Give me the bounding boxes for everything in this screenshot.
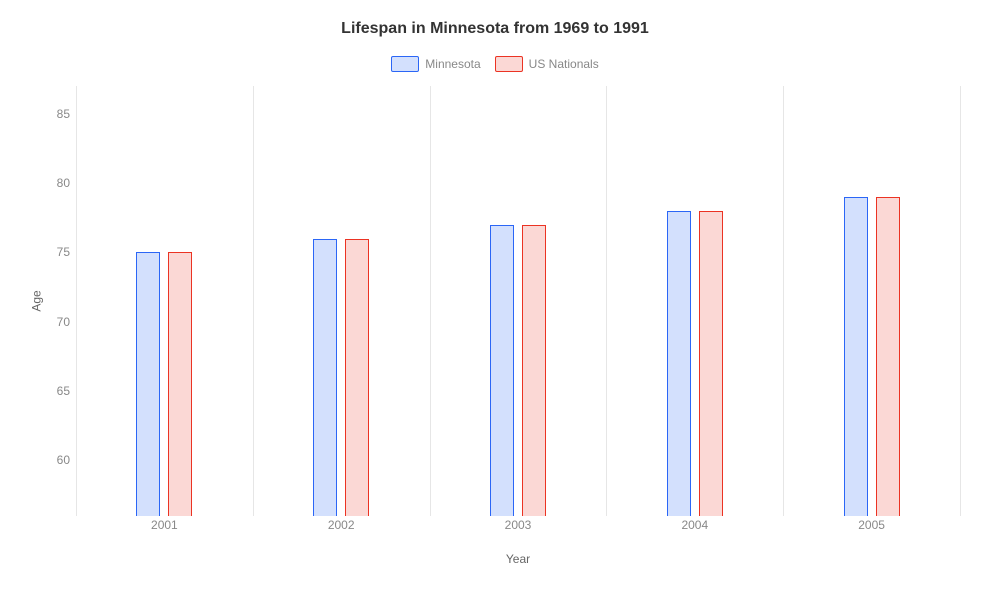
bar-minnesota[interactable] <box>844 197 868 516</box>
legend-swatch-us-nationals <box>495 56 523 72</box>
gridline-vertical <box>960 86 961 516</box>
bar-us-nationals[interactable] <box>699 211 723 516</box>
y-axis-ticks: 60 65 70 75 80 85 <box>36 86 70 516</box>
bar-us-nationals[interactable] <box>345 239 369 516</box>
legend-swatch-minnesota <box>391 56 419 72</box>
x-axis-label: Year <box>76 552 960 566</box>
y-tick-label: 80 <box>36 176 70 190</box>
x-tick-label: 2004 <box>681 518 708 532</box>
bar-minnesota[interactable] <box>490 225 514 516</box>
bar-us-nationals[interactable] <box>168 252 192 516</box>
bars-layer <box>76 86 960 516</box>
plot-area: Age 606570758085 20012002200320042005 <box>76 86 960 516</box>
bar-group <box>490 225 546 516</box>
y-tick-label: 65 <box>36 384 70 398</box>
legend-label-minnesota: Minnesota <box>425 57 480 71</box>
chart-container: Lifespan in Minnesota from 1969 to 1991 … <box>0 0 1000 600</box>
bar-group <box>667 211 723 516</box>
x-axis-ticks: 2001 2002 2003 2004 2005 <box>76 518 960 538</box>
x-tick-label: 2003 <box>505 518 532 532</box>
bar-minnesota[interactable] <box>313 239 337 516</box>
legend-item-minnesota[interactable]: Minnesota <box>391 56 480 72</box>
y-tick-label: 70 <box>36 315 70 329</box>
bar-minnesota[interactable] <box>136 252 160 516</box>
bar-group <box>136 252 192 516</box>
y-tick-label: 85 <box>36 107 70 121</box>
x-tick-label: 2005 <box>858 518 885 532</box>
x-tick-label: 2002 <box>328 518 355 532</box>
legend: Minnesota US Nationals <box>20 56 970 72</box>
legend-label-us-nationals: US Nationals <box>529 57 599 71</box>
bar-group <box>844 197 900 516</box>
bar-us-nationals[interactable] <box>876 197 900 516</box>
bar-minnesota[interactable] <box>667 211 691 516</box>
bar-group <box>313 239 369 516</box>
x-tick-label: 2001 <box>151 518 178 532</box>
chart-title: Lifespan in Minnesota from 1969 to 1991 <box>20 20 970 38</box>
bar-us-nationals[interactable] <box>522 225 546 516</box>
y-tick-label: 75 <box>36 245 70 259</box>
legend-item-us-nationals[interactable]: US Nationals <box>495 56 599 72</box>
y-tick-label: 60 <box>36 453 70 467</box>
